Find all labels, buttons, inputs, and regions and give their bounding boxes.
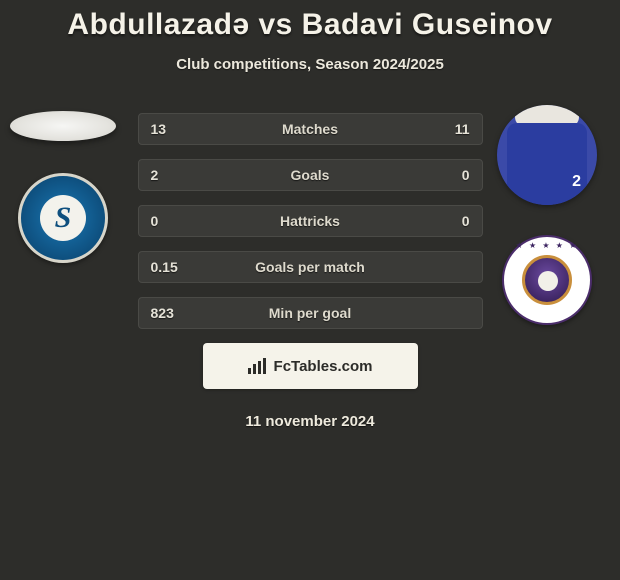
player-left-column: S xyxy=(8,113,118,263)
player-right-column: 2 ★ ★ ★ ★ ★ xyxy=(492,113,602,325)
bar-chart-icon xyxy=(248,358,268,374)
stat-left-value: 13 xyxy=(151,121,167,137)
club-badge-left: S xyxy=(18,173,108,263)
comparison-card: Abdullazadə vs Badavi Guseinov Club comp… xyxy=(0,0,620,580)
stat-left-value: 0.15 xyxy=(151,259,178,275)
player-right-avatar: 2 xyxy=(497,105,597,205)
stat-right-value: 0 xyxy=(462,167,470,183)
stat-label: Hattricks xyxy=(139,213,482,229)
stat-left-value: 823 xyxy=(151,305,174,321)
stat-row: 0.15 Goals per match xyxy=(138,251,483,283)
stat-right-value: 11 xyxy=(455,121,470,137)
badge-shield-icon xyxy=(522,255,572,305)
stat-row: 13 Matches 11 xyxy=(138,113,483,145)
stat-label: Goals per match xyxy=(139,259,482,275)
stat-label: Goals xyxy=(139,167,482,183)
club-badge-right: ★ ★ ★ ★ ★ xyxy=(502,235,592,325)
badge-stars-icon: ★ ★ ★ ★ ★ xyxy=(504,241,590,250)
content-area: S 2 ★ ★ ★ ★ ★ 13 Matches 11 2 Goals xyxy=(0,113,620,430)
kit-number: 2 xyxy=(572,173,581,191)
stat-label: Matches xyxy=(139,121,482,137)
stat-row: 2 Goals 0 xyxy=(138,159,483,191)
stat-label: Min per goal xyxy=(139,305,482,321)
stat-row: 823 Min per goal xyxy=(138,297,483,329)
date-text: 11 november 2024 xyxy=(0,413,620,430)
stat-right-value: 0 xyxy=(462,213,470,229)
stats-table: 13 Matches 11 2 Goals 0 0 Hattricks 0 0.… xyxy=(138,113,483,329)
player-left-avatar xyxy=(10,111,116,141)
club-badge-left-letter: S xyxy=(40,195,86,241)
stat-left-value: 0 xyxy=(151,213,159,229)
subtitle: Club competitions, Season 2024/2025 xyxy=(0,56,620,73)
page-title: Abdullazadə vs Badavi Guseinov xyxy=(0,0,620,42)
stat-row: 0 Hattricks 0 xyxy=(138,205,483,237)
stat-left-value: 2 xyxy=(151,167,159,183)
branding-box[interactable]: FcTables.com xyxy=(203,343,418,389)
kit-shorts xyxy=(507,123,587,205)
branding-text: FcTables.com xyxy=(274,358,373,375)
